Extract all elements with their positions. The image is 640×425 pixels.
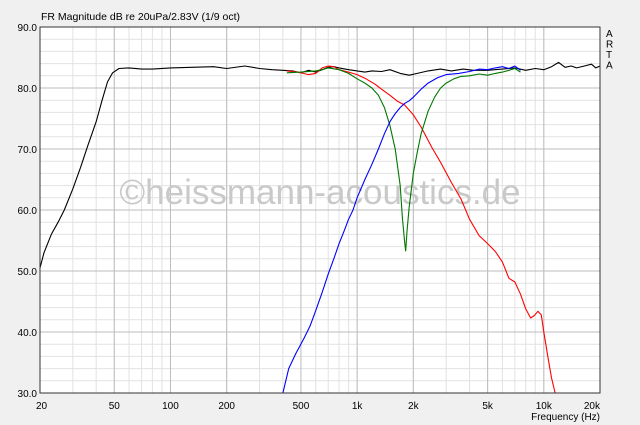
y-tick-label: 80.0 <box>18 84 38 95</box>
x-tick-label: 5k <box>482 401 494 412</box>
side-label-letter: R <box>606 40 613 51</box>
x-tick-label: 50 <box>109 401 121 412</box>
series-line <box>282 65 521 394</box>
y-tick-label: 60.0 <box>18 206 38 217</box>
series-line <box>286 65 556 394</box>
series-line <box>286 67 521 252</box>
x-tick-label: 500 <box>293 401 310 412</box>
y-tick-label: 40.0 <box>18 328 38 339</box>
plot-frame <box>39 26 601 394</box>
y-tick-label: 90.0 <box>18 23 38 34</box>
y-tick-label: 30.0 <box>18 389 38 400</box>
x-tick-label: 200 <box>218 401 235 412</box>
x-tick-label: 2k <box>408 401 420 412</box>
side-label-letter: A <box>606 29 613 40</box>
watermark: ©heissmann-acoustics.de <box>119 173 520 212</box>
x-tick-label: 10k <box>536 401 553 412</box>
x-tick-label: 1k <box>352 401 364 412</box>
x-tick-label: 100 <box>162 401 179 412</box>
side-label-letter: T <box>606 50 612 61</box>
series-layer <box>39 61 601 394</box>
y-tick-label: 50.0 <box>18 267 38 278</box>
x-axis-label: Frequency (Hz) <box>531 412 600 423</box>
y-tick-label: 70.0 <box>18 145 38 156</box>
x-tick-label: 20 <box>36 401 48 412</box>
chart-title: FR Magnitude dB re 20uPa/2.83V (1/9 oct) <box>41 11 240 23</box>
y-tick-labels: 30.0 40.0 50.0 60.0 70.0 80.0 90.0 <box>18 23 38 400</box>
side-label-letter: A <box>606 61 613 72</box>
x-tick-label: 20k <box>584 401 601 412</box>
x-tick-labels: 20 50 100 200 500 1k 2k 5k 10k 20k <box>36 401 601 412</box>
